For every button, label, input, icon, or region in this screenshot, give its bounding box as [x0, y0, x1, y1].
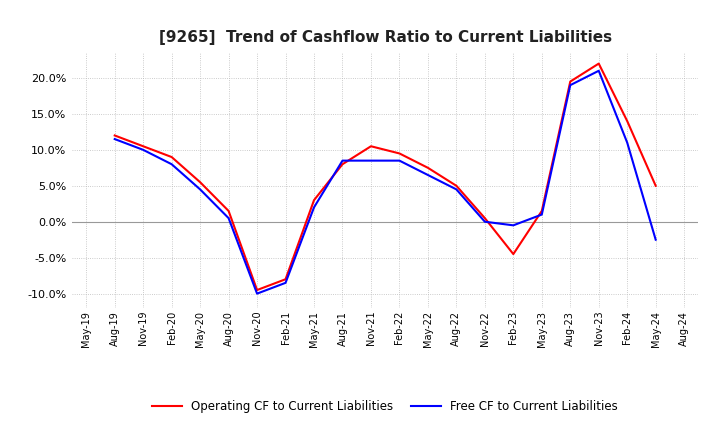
- Operating CF to Current Liabilities: [395, 151, 404, 156]
- Free CF to Current Liabilities: [595, 68, 603, 73]
- Free CF to Current Liabilities: [366, 158, 375, 163]
- Free CF to Current Liabilities: [196, 187, 204, 192]
- Operating CF to Current Liabilities: [338, 161, 347, 167]
- Free CF to Current Liabilities: [509, 223, 518, 228]
- Operating CF to Current Liabilities: [566, 79, 575, 84]
- Operating CF to Current Liabilities: [366, 143, 375, 149]
- Operating CF to Current Liabilities: [282, 277, 290, 282]
- Operating CF to Current Liabilities: [110, 133, 119, 138]
- Free CF to Current Liabilities: [225, 216, 233, 221]
- Operating CF to Current Liabilities: [509, 251, 518, 257]
- Operating CF to Current Liabilities: [452, 183, 461, 188]
- Free CF to Current Liabilities: [480, 219, 489, 224]
- Title: [9265]  Trend of Cashflow Ratio to Current Liabilities: [9265] Trend of Cashflow Ratio to Curren…: [158, 29, 612, 45]
- Free CF to Current Liabilities: [310, 205, 318, 210]
- Free CF to Current Liabilities: [139, 147, 148, 153]
- Operating CF to Current Liabilities: [167, 154, 176, 160]
- Operating CF to Current Liabilities: [225, 208, 233, 213]
- Operating CF to Current Liabilities: [253, 287, 261, 293]
- Free CF to Current Liabilities: [652, 237, 660, 242]
- Operating CF to Current Liabilities: [480, 216, 489, 221]
- Free CF to Current Liabilities: [537, 212, 546, 217]
- Operating CF to Current Liabilities: [652, 183, 660, 188]
- Free CF to Current Liabilities: [253, 291, 261, 296]
- Free CF to Current Liabilities: [110, 136, 119, 142]
- Free CF to Current Liabilities: [167, 161, 176, 167]
- Free CF to Current Liabilities: [395, 158, 404, 163]
- Operating CF to Current Liabilities: [310, 198, 318, 203]
- Operating CF to Current Liabilities: [196, 180, 204, 185]
- Free CF to Current Liabilities: [423, 172, 432, 178]
- Free CF to Current Liabilities: [338, 158, 347, 163]
- Operating CF to Current Liabilities: [623, 118, 631, 124]
- Free CF to Current Liabilities: [282, 280, 290, 286]
- Legend: Operating CF to Current Liabilities, Free CF to Current Liabilities: Operating CF to Current Liabilities, Fre…: [148, 396, 623, 418]
- Operating CF to Current Liabilities: [423, 165, 432, 170]
- Line: Operating CF to Current Liabilities: Operating CF to Current Liabilities: [114, 64, 656, 290]
- Free CF to Current Liabilities: [623, 140, 631, 145]
- Operating CF to Current Liabilities: [139, 143, 148, 149]
- Free CF to Current Liabilities: [452, 187, 461, 192]
- Line: Free CF to Current Liabilities: Free CF to Current Liabilities: [114, 71, 656, 293]
- Operating CF to Current Liabilities: [537, 208, 546, 213]
- Free CF to Current Liabilities: [566, 83, 575, 88]
- Operating CF to Current Liabilities: [595, 61, 603, 66]
